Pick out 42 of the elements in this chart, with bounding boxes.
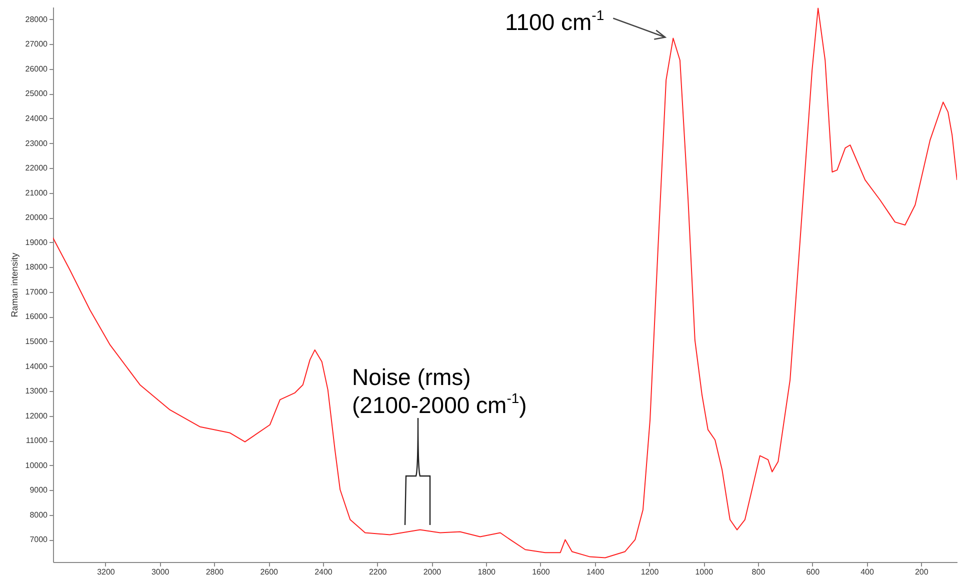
y-tick-label: 13000 (25, 386, 48, 396)
y-tick-label: 25000 (25, 89, 48, 98)
y-tick-label: 28000 (25, 14, 48, 24)
y-tick-label: 14000 (25, 362, 48, 371)
x-tick-label: 800 (752, 568, 766, 576)
x-tick-label: 3000 (151, 568, 170, 576)
x-tick-label: 2800 (206, 568, 224, 576)
x-tick-label: 1800 (478, 568, 496, 576)
x-tick-label: 1200 (640, 568, 660, 576)
y-tick-label: 7000 (30, 535, 48, 544)
x-tick-label: 400 (860, 568, 874, 576)
y-tick-label: 15000 (25, 336, 48, 346)
x-tick-label: 1400 (586, 568, 605, 576)
y-tick-label: 24000 (25, 114, 48, 123)
y-axis-title: Raman intensity (9, 252, 20, 318)
y-tick-label: 8000 (30, 510, 48, 520)
y-tick-label: 26000 (25, 64, 48, 74)
x-tick-label: 200 (914, 568, 929, 576)
x-tick-label: 600 (806, 568, 820, 576)
y-tick-label: 22000 (25, 164, 48, 173)
y-tick-label: 9000 (30, 486, 48, 495)
y-tick-label: 16000 (25, 312, 48, 322)
y-tick-label: 23000 (25, 138, 48, 148)
x-tick-label: 1000 (695, 568, 714, 576)
line-series (53, 8, 957, 558)
y-tick-label: 10000 (25, 460, 48, 470)
x-tick-label: 3200 (97, 568, 116, 576)
x-tick-label: 1600 (532, 568, 550, 576)
annotation: Noise (rms) (2100-2000 cm$^{-1}$) (352, 363, 527, 419)
y-tick-label: 17000 (25, 287, 48, 296)
y-tick-label: 27000 (25, 40, 48, 49)
x-tick-label: 2000 (423, 568, 442, 576)
x-tick-label: 2200 (368, 568, 388, 576)
y-tick-label: 18000 (25, 262, 48, 272)
x-tick-label: 2400 (314, 568, 333, 576)
y-tick-label: 19000 (25, 238, 48, 247)
annotation: 1100 cm$^{-1}$ (505, 7, 604, 36)
y-tick-label: 12000 (25, 411, 48, 420)
x-tick-label: 2600 (260, 568, 279, 576)
y-tick-label: 20000 (25, 213, 48, 222)
y-tick-label: 21000 (25, 188, 48, 198)
y-tick-label: 11000 (26, 436, 48, 446)
